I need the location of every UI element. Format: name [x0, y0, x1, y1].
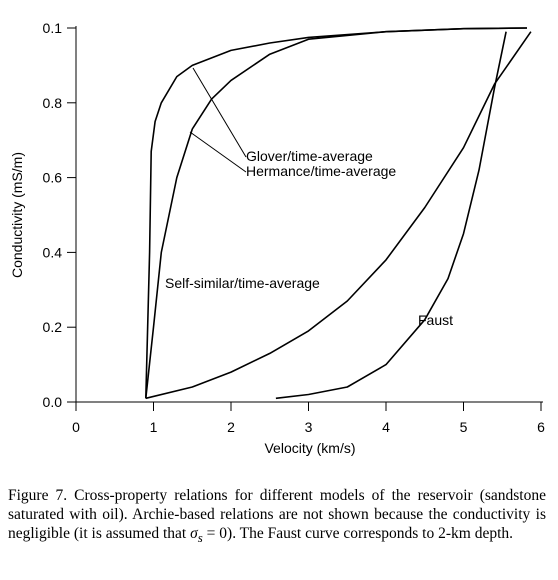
caption-symbol: σ: [190, 525, 198, 542]
series-label: Self-similar/time-average: [165, 275, 320, 291]
y-tick-label: 0.4: [43, 244, 63, 260]
x-tick-label: 0: [72, 419, 80, 435]
x-tick-label: 5: [460, 419, 468, 435]
x-tick-label: 3: [305, 419, 313, 435]
caption: Figure 7. Cross-property relations for d…: [8, 486, 546, 547]
line-series: [145, 31, 532, 400]
line-series: [145, 27, 528, 399]
line-series: [145, 27, 528, 399]
series-label: Faust: [418, 312, 453, 328]
y-tick-label: 0.1: [43, 20, 63, 36]
x-tick-label: 4: [382, 419, 390, 435]
line-series: [275, 31, 507, 400]
y-tick-label: 0.0: [43, 394, 63, 410]
caption-text: = 0). The Faust curve corresponds to 2-k…: [202, 525, 514, 542]
chart: Velocity (km/s) Conductivity (mS/m) 0.0 0…: [9, 20, 545, 456]
x-tick-label: 2: [227, 419, 235, 435]
y-axis-label: Conductivity (mS/m): [9, 152, 25, 278]
y-tick-label: 0.8: [43, 95, 63, 111]
x-tick-label: 6: [537, 419, 545, 435]
x-axis-label: Velocity (km/s): [264, 440, 355, 456]
leader-line: [192, 67, 247, 158]
y-tick-label: 0.6: [43, 170, 63, 186]
series-label: Glover/time-average: [246, 148, 373, 164]
series-label: Hermance/time-average: [246, 163, 396, 179]
caption-text: Figure 7. Cross-property relations for d…: [8, 487, 546, 542]
y-tick-label: 0.2: [43, 319, 63, 335]
caption-subscript: s: [197, 530, 203, 546]
leader-line: [189, 131, 247, 173]
x-tick-label: 1: [150, 419, 158, 435]
